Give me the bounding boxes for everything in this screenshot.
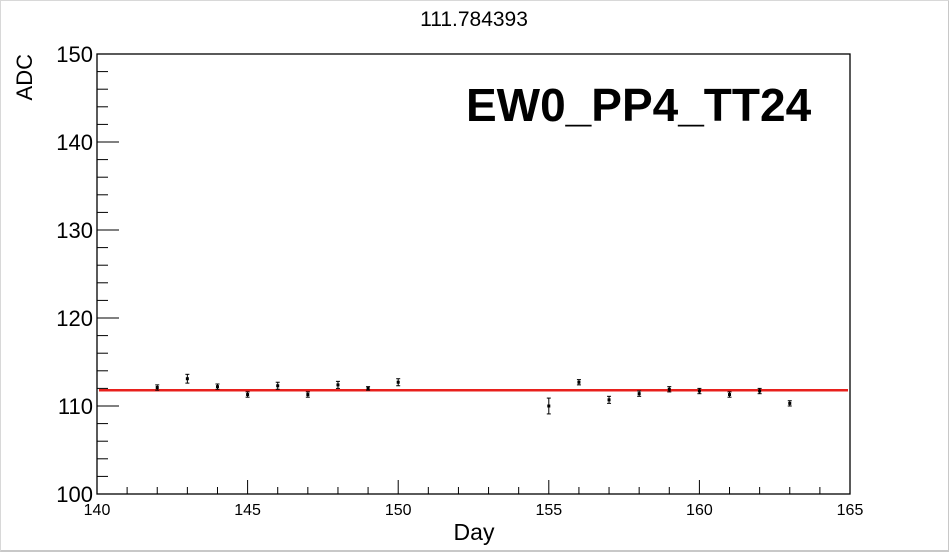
point-marker xyxy=(276,384,280,388)
point-marker xyxy=(697,389,701,393)
x-tick-label: 155 xyxy=(535,502,562,519)
x-axis-label: Day xyxy=(454,519,495,545)
data-point xyxy=(697,387,702,395)
data-point xyxy=(245,391,250,398)
point-marker xyxy=(306,393,310,397)
point-marker xyxy=(366,386,370,390)
point-marker xyxy=(577,380,581,384)
point-marker xyxy=(667,387,671,391)
point-marker xyxy=(637,392,641,396)
point-marker xyxy=(758,389,762,393)
point-marker xyxy=(215,385,219,389)
point-marker xyxy=(547,404,551,408)
data-point xyxy=(667,386,672,393)
y-tick-label: 140 xyxy=(56,130,93,155)
plot-frame xyxy=(96,53,851,495)
point-marker xyxy=(185,377,189,381)
x-tick-label: 165 xyxy=(837,502,864,519)
channel-label: EW0_PP4_TT24 xyxy=(466,79,812,131)
y-tick-label: 150 xyxy=(56,42,93,67)
chart-title: 111.784393 xyxy=(420,8,528,31)
data-point xyxy=(305,391,310,398)
point-marker xyxy=(336,383,340,387)
y-axis-label: ADC xyxy=(12,54,37,101)
point-marker xyxy=(246,393,250,397)
data-point xyxy=(275,381,280,390)
x-tick-label: 145 xyxy=(234,502,261,519)
data-point xyxy=(185,373,190,384)
data-point xyxy=(576,379,581,386)
point-marker xyxy=(607,398,611,402)
point-marker xyxy=(396,380,400,384)
x-tick-label: 150 xyxy=(385,502,412,519)
data-point xyxy=(396,378,401,387)
data-point xyxy=(155,384,160,391)
point-marker xyxy=(788,401,792,405)
data-point xyxy=(215,383,220,390)
y-tick-label: 120 xyxy=(56,306,93,331)
data-point xyxy=(727,391,732,398)
data-point xyxy=(546,397,551,415)
axes-layer: 100 110 120 130 140 150 140 145 150 155 160 165 xyxy=(56,42,863,519)
x-tick-label: 160 xyxy=(686,502,713,519)
data-point xyxy=(787,400,792,407)
data-point xyxy=(637,390,642,397)
points-layer xyxy=(155,373,792,415)
y-tick-label: 100 xyxy=(56,482,93,507)
data-point xyxy=(607,395,612,404)
data-point xyxy=(335,380,340,389)
x-tick-label: 140 xyxy=(84,502,111,519)
data-point xyxy=(366,386,371,391)
point-marker xyxy=(728,393,732,397)
data-point xyxy=(757,387,762,395)
point-marker xyxy=(155,386,159,390)
y-tick-label: 130 xyxy=(56,218,93,243)
y-tick-label: 110 xyxy=(58,394,93,419)
